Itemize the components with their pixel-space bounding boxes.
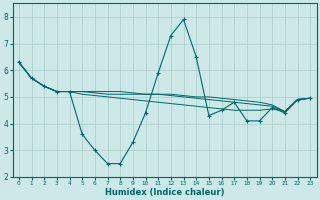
X-axis label: Humidex (Indice chaleur): Humidex (Indice chaleur) (105, 188, 224, 197)
